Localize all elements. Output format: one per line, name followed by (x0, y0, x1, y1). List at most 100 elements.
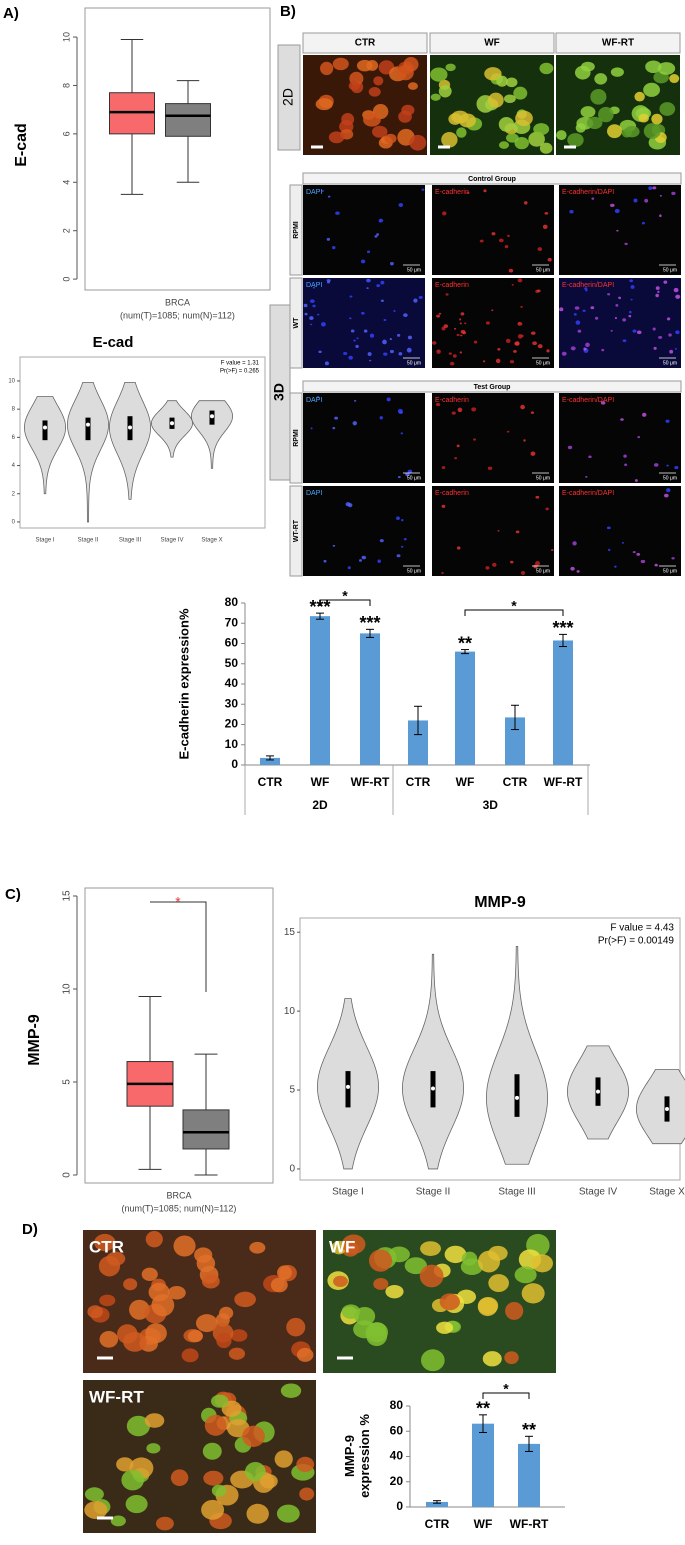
nucleus (385, 1284, 404, 1299)
y-tick-label: 0 (12, 520, 16, 526)
nucleus (203, 1470, 224, 1486)
nucleus (400, 432, 404, 435)
violin-median (43, 425, 47, 430)
x-tick-label: WF-RT (351, 775, 390, 789)
nucleus (505, 1301, 524, 1320)
nucleus (675, 330, 680, 335)
significance: ** (522, 1420, 536, 1440)
nucleus (498, 238, 504, 243)
nucleus (334, 416, 339, 420)
nucleus (170, 1469, 189, 1487)
column-label: CTR (355, 38, 376, 49)
nucleus (386, 397, 391, 402)
nucleus (584, 287, 588, 290)
violin (191, 400, 233, 469)
nucleus (537, 289, 541, 293)
nucleus (511, 284, 514, 286)
violin-box (514, 1074, 520, 1117)
nucleus (318, 350, 322, 354)
panel-label: A) (3, 5, 19, 22)
nucleus (419, 1264, 444, 1288)
x-tick-label: Stage III (119, 538, 142, 544)
nucleus (276, 1504, 300, 1523)
nucleus (309, 299, 315, 304)
nucleus (594, 316, 599, 320)
nucleus (594, 73, 608, 85)
nucleus (458, 113, 476, 128)
nucleus (439, 1293, 460, 1311)
nucleus (640, 559, 646, 564)
nucleus (396, 554, 401, 558)
nucleus (614, 317, 618, 320)
nucleus (523, 201, 528, 205)
column-label: WF (484, 38, 500, 49)
nucleus (201, 1274, 220, 1289)
nucleus (652, 327, 656, 331)
nucleus (324, 361, 329, 366)
nucleus (537, 247, 543, 252)
nucleus (384, 133, 397, 144)
nucleus (614, 565, 617, 568)
nucleus (628, 314, 632, 318)
nucleus (87, 1305, 103, 1319)
violin-median (128, 425, 132, 430)
nucleus (513, 86, 528, 100)
nucleus (234, 1291, 256, 1308)
nucleus (380, 299, 384, 302)
nucleus (539, 142, 553, 154)
nucleus (658, 335, 663, 339)
significance: * (342, 588, 348, 604)
nucleus (353, 1320, 376, 1339)
label-box (289, 277, 303, 369)
nucleus (167, 1285, 186, 1300)
nucleus (556, 130, 567, 141)
significance: *** (359, 613, 380, 633)
violin-median (86, 422, 90, 427)
violin-median (431, 1086, 435, 1091)
nucleus (303, 303, 308, 308)
nucleus (610, 67, 624, 77)
x-tick-label: Stage X (649, 1187, 685, 1198)
y-axis-label: expression % (357, 1414, 372, 1498)
nucleus (514, 137, 529, 150)
nucleus (296, 1456, 315, 1473)
channel-label: DAPI (306, 490, 322, 497)
violin (24, 396, 66, 495)
y-tick-label: 4 (12, 463, 16, 469)
x-tick-label: CTR (406, 775, 431, 789)
nucleus (520, 334, 524, 338)
y-tick-label: 60 (390, 1423, 404, 1437)
column-header (555, 32, 681, 54)
nucleus (504, 1351, 519, 1365)
nucleus (669, 349, 674, 354)
nucleus (374, 235, 378, 238)
nucleus (400, 518, 404, 522)
nucleus (246, 1503, 269, 1524)
scale-label: 50 μm (407, 267, 421, 273)
x-tick-label: CTR (425, 1517, 450, 1531)
nucleus (448, 352, 452, 355)
violin-box (42, 420, 48, 441)
nucleus (664, 493, 669, 498)
nucleus (633, 198, 638, 203)
panel-label: B) (280, 3, 296, 20)
nucleus (299, 1487, 315, 1501)
nucleus (110, 1515, 126, 1527)
scale-label: 50 μm (536, 360, 550, 366)
y-tick-label: 0 (231, 757, 238, 771)
nucleus (366, 279, 370, 283)
nucleus (441, 504, 446, 508)
nucleus (606, 124, 623, 139)
nucleus (636, 330, 642, 335)
nucleus (436, 314, 441, 318)
label-box (289, 392, 303, 484)
nucleus (567, 133, 584, 148)
nucleus (505, 133, 519, 143)
nucleus (580, 106, 596, 118)
nucleus (216, 1332, 232, 1349)
nucleus (590, 88, 607, 105)
nucleus (485, 321, 490, 325)
nucleus (621, 542, 625, 544)
channel-label: E-cadherin (435, 282, 469, 289)
